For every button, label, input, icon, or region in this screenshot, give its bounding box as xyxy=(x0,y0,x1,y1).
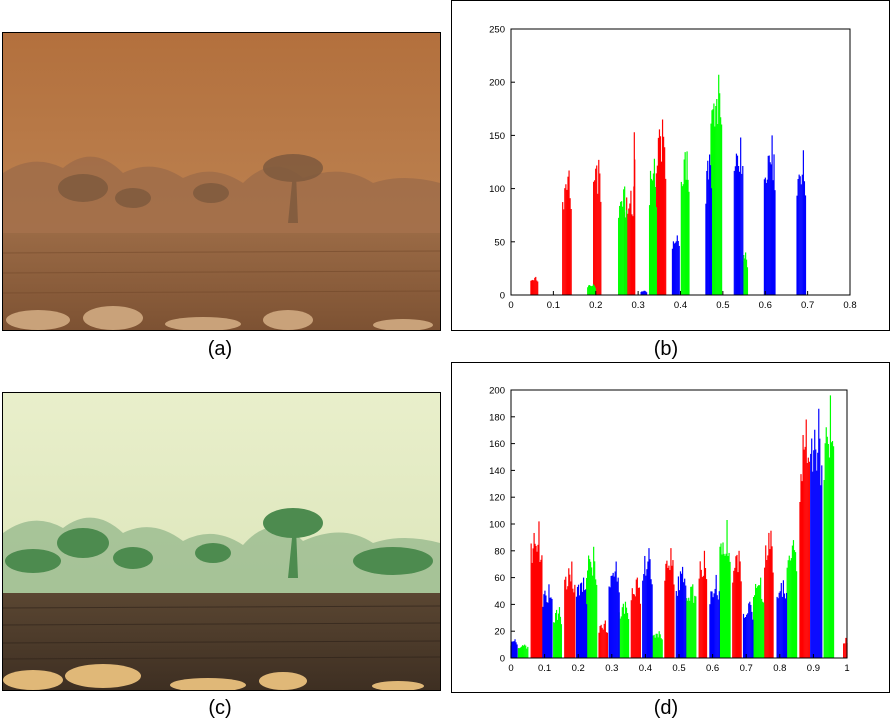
histogram-b-xtick-label: 0 xyxy=(508,300,513,311)
histogram-b-ytick-label: 0 xyxy=(500,291,505,302)
histogram-d-xtick-label: 0.6 xyxy=(706,663,719,674)
histogram-d-xtick-label: 0.9 xyxy=(807,663,820,674)
caption-a: (a) xyxy=(207,338,233,360)
photo-c-enhanced xyxy=(2,392,441,691)
histogram-d-frame: 0 0.1 0.2 0.3 0.4 0.5 0.6 0.7 0.8 0.9 1 0 20 40 60 80 10… xyxy=(451,362,890,693)
histogram-d-xtick-label: 0 xyxy=(508,663,513,674)
histogram-d: 0 0.1 0.2 0.3 0.4 0.5 0.6 0.7 0.8 0.9 1 0 20 40 60 80 10… xyxy=(489,386,850,675)
histogram-b-xtick-label: 0.1 xyxy=(547,300,560,311)
dusty-desert-photo-icon xyxy=(3,33,440,330)
caption-d: (d) xyxy=(653,697,679,719)
histogram-d-xtick-label: 0.7 xyxy=(740,663,753,674)
histogram-b-ytick-label: 150 xyxy=(489,131,505,142)
histogram-b-ytick-label: 50 xyxy=(494,237,505,248)
photo-a-dusty xyxy=(2,32,441,331)
histogram-d-ytick-label: 0 xyxy=(500,654,505,665)
histogram-d-ytick-label: 100 xyxy=(489,520,505,531)
histogram-b-ytick-label: 200 xyxy=(489,78,505,89)
histogram-d-ytick-label: 180 xyxy=(489,412,505,423)
histogram-b-frame: 0 0.1 0.2 0.3 0.4 0.5 0.6 0.7 0.8 0 50 100 150 200 250 xyxy=(451,0,890,331)
histogram-b-xtick-label: 0.7 xyxy=(801,300,814,311)
histogram-d-xtick-label: 0.4 xyxy=(639,663,652,674)
histogram-d-ytick-label: 40 xyxy=(494,600,505,611)
histogram-d-xtick-label: 0.3 xyxy=(605,663,618,674)
histogram-d-ytick-label: 120 xyxy=(489,493,505,504)
histogram-d-ytick-label: 60 xyxy=(494,573,505,584)
histogram-d-xtick-label: 0.2 xyxy=(572,663,585,674)
histogram-b-xtick-label: 0.3 xyxy=(632,300,645,311)
histogram-d-ytick-label: 80 xyxy=(494,546,505,557)
histogram-d-xtick-label: 1 xyxy=(844,663,849,674)
histogram-d-ytick-label: 200 xyxy=(489,386,505,397)
histogram-d-ytick-label: 140 xyxy=(489,466,505,477)
histogram-b: 0 0.1 0.2 0.3 0.4 0.5 0.6 0.7 0.8 0 50 100 150 200 250 xyxy=(489,25,856,312)
enhanced-desert-photo-icon xyxy=(3,393,440,690)
histogram-b-xtick-label: 0.6 xyxy=(759,300,772,311)
caption-c: (c) xyxy=(208,697,232,719)
histogram-d-xtick-label: 0.5 xyxy=(672,663,685,674)
histogram-b-ytick-label: 250 xyxy=(489,25,505,36)
caption-b: (b) xyxy=(653,338,679,360)
histogram-d-xtick-label: 0.8 xyxy=(773,663,786,674)
histogram-b-xtick-label: 0.8 xyxy=(843,300,856,311)
histogram-b-xtick-label: 0.2 xyxy=(589,300,602,311)
histogram-d-ytick-label: 20 xyxy=(494,627,505,638)
histogram-d-ytick-label: 160 xyxy=(489,439,505,450)
histogram-b-xtick-label: 0.5 xyxy=(716,300,729,311)
histogram-b-ytick-label: 100 xyxy=(489,184,505,195)
histogram-b-xtick-label: 0.4 xyxy=(674,300,687,311)
histogram-d-xtick-label: 0.1 xyxy=(538,663,551,674)
